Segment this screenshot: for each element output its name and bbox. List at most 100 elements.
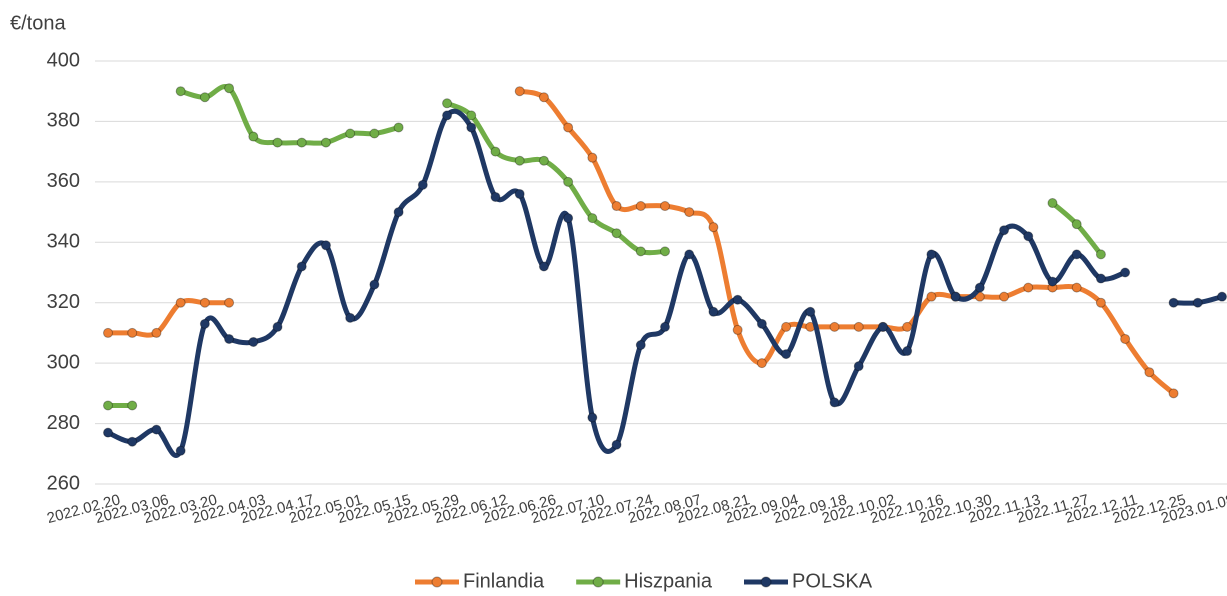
data-point	[127, 327, 138, 338]
data-point	[756, 318, 767, 329]
data-point	[442, 98, 453, 109]
data-point	[587, 412, 598, 423]
data-point	[635, 340, 646, 351]
legend-marker	[760, 576, 772, 588]
data-point	[926, 291, 937, 302]
legend-marker	[431, 576, 443, 588]
data-point	[660, 246, 670, 257]
data-point	[1168, 388, 1179, 399]
data-point	[1095, 249, 1106, 260]
data-point	[708, 222, 719, 233]
data-point	[127, 436, 138, 447]
data-point	[224, 297, 235, 308]
data-point	[684, 249, 695, 260]
data-point	[999, 225, 1010, 236]
data-point	[442, 110, 453, 121]
data-point	[393, 207, 404, 218]
data-point	[466, 122, 477, 133]
data-point	[1192, 297, 1203, 308]
data-point	[514, 155, 525, 166]
data-point	[660, 321, 670, 332]
data-point	[1168, 297, 1179, 308]
data-point	[974, 282, 985, 293]
data-point	[829, 321, 840, 332]
data-point	[224, 333, 235, 344]
data-point	[1023, 231, 1034, 242]
data-point	[999, 291, 1010, 302]
y-tick-label: 260	[47, 472, 80, 494]
data-point	[781, 321, 792, 332]
data-point	[175, 86, 186, 97]
data-point	[781, 349, 792, 360]
data-point	[950, 291, 961, 302]
data-point	[853, 321, 864, 332]
data-point	[490, 191, 501, 202]
data-point	[635, 246, 646, 257]
y-tick-label: 280	[47, 412, 80, 434]
data-point	[611, 201, 622, 212]
data-point	[345, 128, 356, 139]
data-point	[732, 324, 743, 335]
data-point	[926, 249, 937, 260]
data-point	[853, 361, 864, 372]
data-point	[1047, 276, 1058, 287]
data-point	[369, 279, 380, 290]
data-point	[1144, 367, 1155, 378]
data-point	[708, 306, 719, 317]
data-point	[103, 327, 113, 338]
data-point	[805, 306, 816, 317]
data-point	[466, 110, 477, 121]
data-point	[538, 92, 549, 103]
legend-label: Finlandia	[463, 570, 545, 592]
data-point	[296, 261, 307, 272]
data-point	[248, 336, 259, 347]
data-point	[272, 321, 283, 332]
data-point	[538, 261, 549, 272]
y-tick-label: 340	[47, 231, 80, 253]
data-point	[127, 400, 138, 411]
data-point	[611, 439, 622, 450]
data-point	[1023, 282, 1034, 293]
data-point	[369, 128, 380, 139]
y-axis-label: €/tona	[10, 12, 66, 34]
data-point	[1120, 333, 1131, 344]
data-point	[563, 176, 574, 187]
data-point	[1071, 219, 1082, 230]
data-point	[151, 327, 162, 338]
data-point	[563, 213, 574, 224]
data-point	[611, 228, 622, 239]
data-point	[684, 207, 695, 218]
data-point	[272, 137, 283, 148]
data-point	[902, 346, 913, 357]
data-point	[296, 137, 307, 148]
data-point	[151, 424, 162, 435]
data-point	[635, 201, 646, 212]
data-point	[175, 445, 186, 456]
data-point	[224, 83, 235, 94]
data-point	[514, 86, 525, 97]
data-point	[1120, 267, 1131, 278]
y-tick-label: 380	[47, 110, 80, 132]
data-point	[1071, 282, 1082, 293]
data-point	[829, 397, 840, 408]
data-point	[514, 188, 525, 199]
data-point	[345, 312, 356, 323]
data-point	[1047, 198, 1058, 209]
y-tick-label: 360	[47, 170, 80, 192]
data-point	[974, 291, 985, 302]
data-point	[320, 240, 331, 251]
data-point	[199, 297, 210, 308]
data-point	[1095, 297, 1106, 308]
data-point	[877, 321, 888, 332]
data-point	[417, 179, 428, 190]
data-point	[103, 427, 113, 438]
legend-label: POLSKA	[792, 570, 873, 592]
data-point	[538, 155, 549, 166]
data-point	[660, 201, 670, 212]
data-point	[490, 146, 501, 157]
data-point	[732, 294, 743, 305]
series-line	[105, 84, 1104, 408]
y-tick-label: 400	[47, 49, 80, 71]
data-point	[199, 318, 210, 329]
